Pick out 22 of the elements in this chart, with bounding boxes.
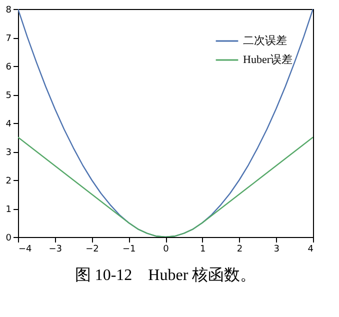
y-tick-label: 6 [6, 62, 12, 72]
x-tick-label: 1 [200, 244, 206, 254]
y-tick-label: 4 [6, 120, 12, 130]
y-tick-label: 5 [6, 91, 12, 101]
y-tick-label: 1 [6, 205, 12, 215]
legend-label: Huber误差 [243, 54, 292, 66]
x-tick-label: 0 [163, 244, 170, 254]
x-tick-label: 2 [236, 244, 243, 254]
y-tick-label: 2 [6, 176, 12, 186]
y-tick-label: 8 [6, 6, 12, 16]
x-tick-label: 3 [274, 244, 280, 254]
caption: 图 10-12 Huber 核函数。 [74, 266, 256, 284]
line-series [18, 136, 313, 237]
x-tick-label: −3 [48, 244, 62, 254]
y-tick-label: 7 [6, 34, 12, 44]
x-tick-label: −4 [18, 244, 32, 254]
legend-label: 二次误差 [243, 35, 287, 47]
y-tick-label: 0 [6, 234, 12, 244]
y-tick-label: 3 [6, 148, 12, 158]
x-tick-label: 4 [308, 244, 314, 254]
x-tick-label: −2 [86, 244, 99, 254]
x-tick-label: −1 [122, 244, 136, 254]
